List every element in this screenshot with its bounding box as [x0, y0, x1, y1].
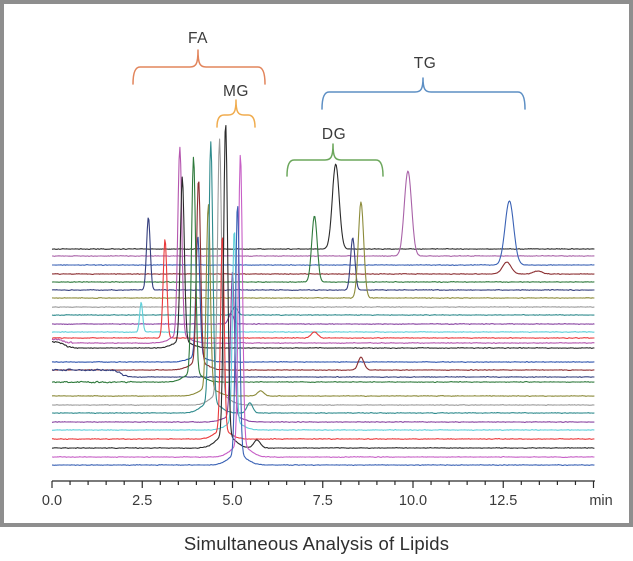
- dg-group-label: DG: [322, 126, 346, 143]
- x-tick-label: 5.0: [222, 493, 242, 509]
- trace-1: [51, 163, 595, 250]
- trace-20: [52, 138, 595, 407]
- fa-bracket: [132, 49, 266, 85]
- trace-19: [51, 204, 595, 397]
- trace-4: [52, 261, 595, 275]
- x-axis-unit-label: min: [589, 493, 612, 509]
- trace-10: [52, 313, 595, 326]
- trace-9: [51, 306, 595, 316]
- mg-bracket: [216, 99, 256, 128]
- trace-5: [51, 215, 595, 284]
- trace-8: [52, 306, 595, 308]
- trace-21: [52, 141, 595, 415]
- trace-26: [52, 154, 595, 459]
- trace-27: [52, 206, 595, 466]
- x-tick-label: 7.5: [313, 493, 333, 509]
- mg-group-label: MG: [223, 83, 249, 100]
- trace-16: [52, 181, 595, 371]
- trace-18: [52, 156, 595, 384]
- trace-22: [51, 272, 595, 423]
- trace-7: [51, 201, 595, 299]
- trace-14: [51, 176, 595, 349]
- x-tick-label: 2.5: [132, 493, 152, 509]
- x-tick-label: 0.0: [42, 493, 62, 509]
- trace-17: [51, 368, 595, 378]
- trace-23: [51, 232, 595, 431]
- fa-group-label: FA: [188, 30, 208, 47]
- trace-12: [52, 239, 595, 340]
- trace-24: [51, 237, 595, 441]
- x-tick-label: 12.5: [489, 493, 517, 509]
- trace-11: [51, 301, 595, 333]
- trace-13: [51, 146, 595, 345]
- figure-caption: Simultaneous Analysis of Lipids: [183, 533, 450, 554]
- chromatogram-plot: 0.0 2.5 5.0 7.5 10.0 12.5 min FA MG DG TG: [42, 30, 613, 509]
- dg-bracket: [286, 143, 384, 177]
- chart-frame: 0.0 2.5 5.0 7.5 10.0 12.5 min FA MG DG TG: [0, 0, 633, 527]
- trace-3: [52, 200, 595, 267]
- tg-group-label: TG: [414, 55, 437, 72]
- trace-2: [52, 170, 595, 257]
- trace-25: [51, 124, 595, 449]
- x-tick-label: 10.0: [399, 493, 427, 509]
- trace-15: [51, 236, 595, 363]
- trace-6: [51, 217, 595, 292]
- tg-bracket: [321, 77, 526, 110]
